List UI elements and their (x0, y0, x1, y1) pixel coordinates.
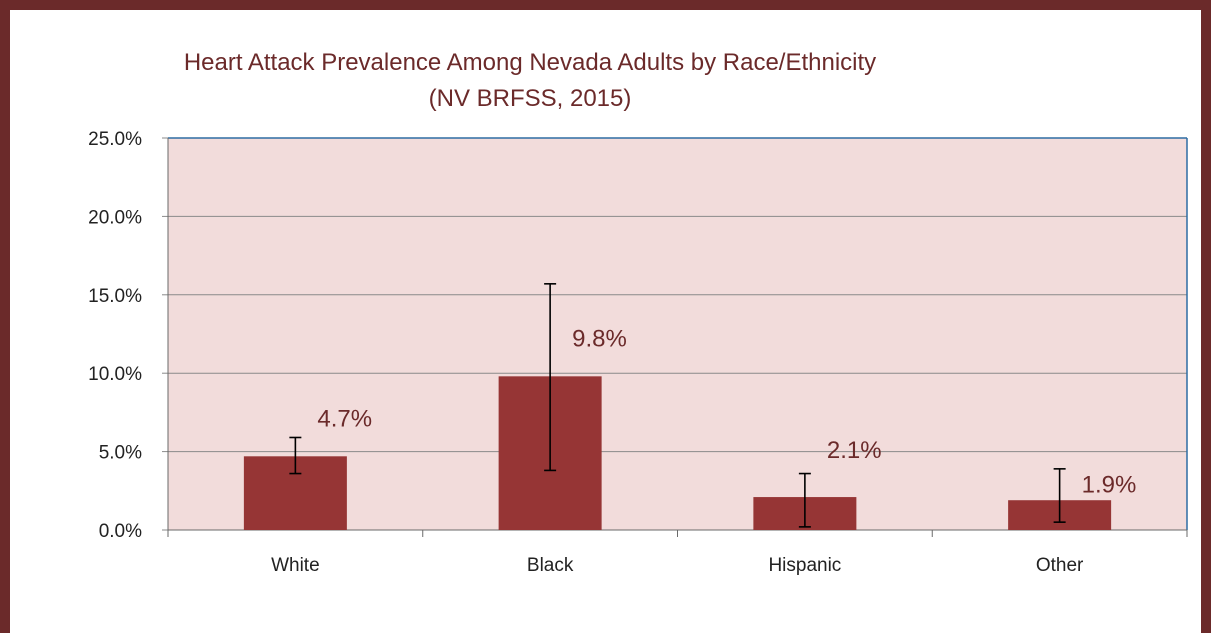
data-label: 4.7% (317, 405, 372, 432)
y-tick-label: 10.0% (88, 364, 142, 385)
y-tick-label: 20.0% (88, 207, 142, 228)
y-tick-label: 25.0% (88, 129, 142, 150)
y-tick-label: 15.0% (88, 286, 142, 307)
x-tick-label: White (271, 555, 320, 576)
data-label: 9.8% (572, 325, 627, 352)
x-tick-label: Black (527, 555, 574, 576)
x-tick-label: Hispanic (768, 555, 841, 576)
x-tick-label: Other (1036, 555, 1084, 576)
chart-title: Heart Attack Prevalence Among Nevada Adu… (184, 49, 876, 76)
plot-area: 0.0% 5.0% 10.0% 15.0% 20.0% 25.0% 4.7% White 9.8… (88, 129, 1188, 576)
data-label: 1.9% (1082, 471, 1137, 498)
chart-subtitle: (NV BRFSS, 2015) (429, 85, 632, 112)
y-tick-label: 0.0% (99, 521, 142, 542)
data-label: 2.1% (827, 437, 882, 464)
y-tick-label: 5.0% (99, 443, 142, 464)
